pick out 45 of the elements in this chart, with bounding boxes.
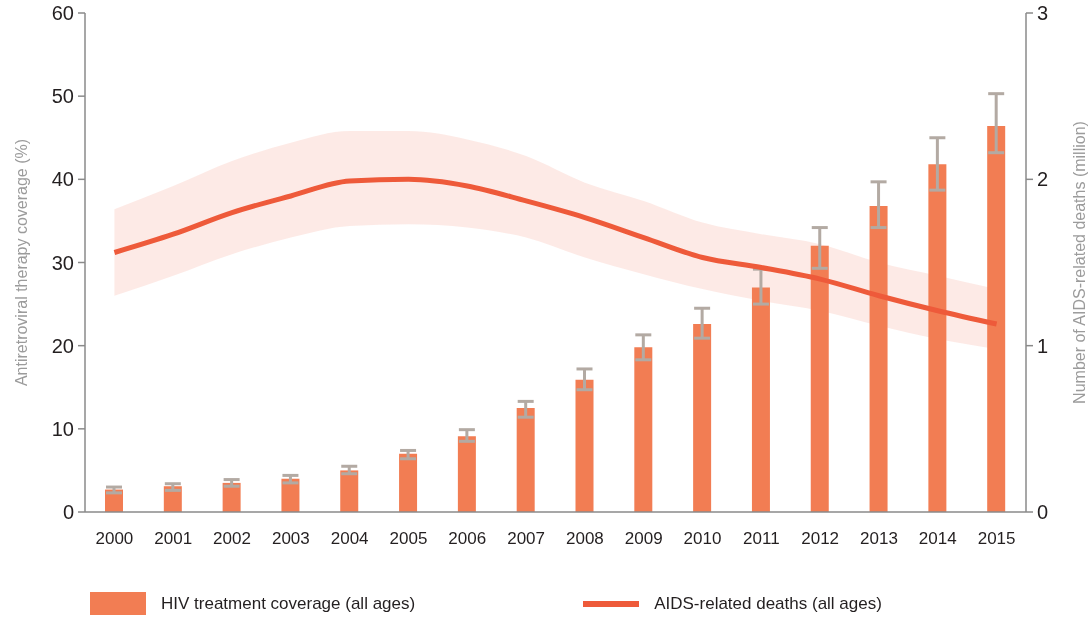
y-tick-label: 20 bbox=[51, 334, 74, 357]
bar bbox=[281, 478, 300, 512]
bar bbox=[516, 408, 535, 512]
y2-axis-title: Number of AIDS-related deaths (million) bbox=[1070, 121, 1088, 404]
x-tick-label: 2006 bbox=[448, 529, 487, 549]
bar bbox=[634, 347, 653, 512]
legend-label: HIV treatment coverage (all ages) bbox=[161, 593, 416, 614]
y2-tick-label: 2 bbox=[1037, 168, 1049, 191]
bar bbox=[987, 126, 1006, 512]
y-axis-title: Antiretroviral therapy coverage (%) bbox=[12, 138, 30, 387]
x-tick-label: 2001 bbox=[154, 529, 193, 549]
y-tick-label: 30 bbox=[51, 251, 74, 274]
bar bbox=[810, 245, 829, 512]
x-tick-label: 2010 bbox=[683, 529, 722, 549]
legend-label: AIDS-related deaths (all ages) bbox=[654, 593, 882, 614]
y-tick-label: 50 bbox=[51, 85, 74, 108]
x-tick-label: 2012 bbox=[801, 529, 840, 549]
bar bbox=[575, 379, 594, 512]
x-tick-label: 2005 bbox=[389, 529, 428, 549]
x-tick-label: 2014 bbox=[918, 529, 957, 549]
x-tick-label: 2004 bbox=[330, 529, 369, 549]
x-tick-label: 2013 bbox=[860, 529, 898, 549]
x-tick-label: 2008 bbox=[565, 529, 604, 549]
x-tick-label: 2003 bbox=[271, 529, 310, 549]
bar bbox=[399, 453, 418, 512]
bar bbox=[340, 470, 359, 512]
x-tick-label: 2009 bbox=[624, 529, 663, 549]
x-tick-label: 2011 bbox=[743, 529, 780, 549]
bar bbox=[751, 287, 770, 512]
bar bbox=[457, 436, 476, 512]
bar bbox=[869, 205, 888, 512]
y2-tick-label: 3 bbox=[1037, 2, 1049, 25]
y2-tick-label: 0 bbox=[1037, 501, 1049, 524]
y2-tick-label: 1 bbox=[1037, 334, 1049, 357]
y-tick-label: 40 bbox=[51, 168, 74, 191]
x-tick-label: 2015 bbox=[977, 529, 1016, 549]
x-tick-label: 2000 bbox=[95, 529, 134, 549]
y-tick-label: 0 bbox=[62, 501, 74, 524]
y-tick-label: 60 bbox=[51, 2, 74, 25]
x-tick-label: 2007 bbox=[507, 529, 546, 549]
bar bbox=[693, 324, 712, 512]
bar bbox=[928, 164, 947, 512]
y-tick-label: 10 bbox=[51, 417, 74, 440]
x-tick-label: 2002 bbox=[213, 529, 251, 549]
bar bbox=[222, 482, 241, 512]
